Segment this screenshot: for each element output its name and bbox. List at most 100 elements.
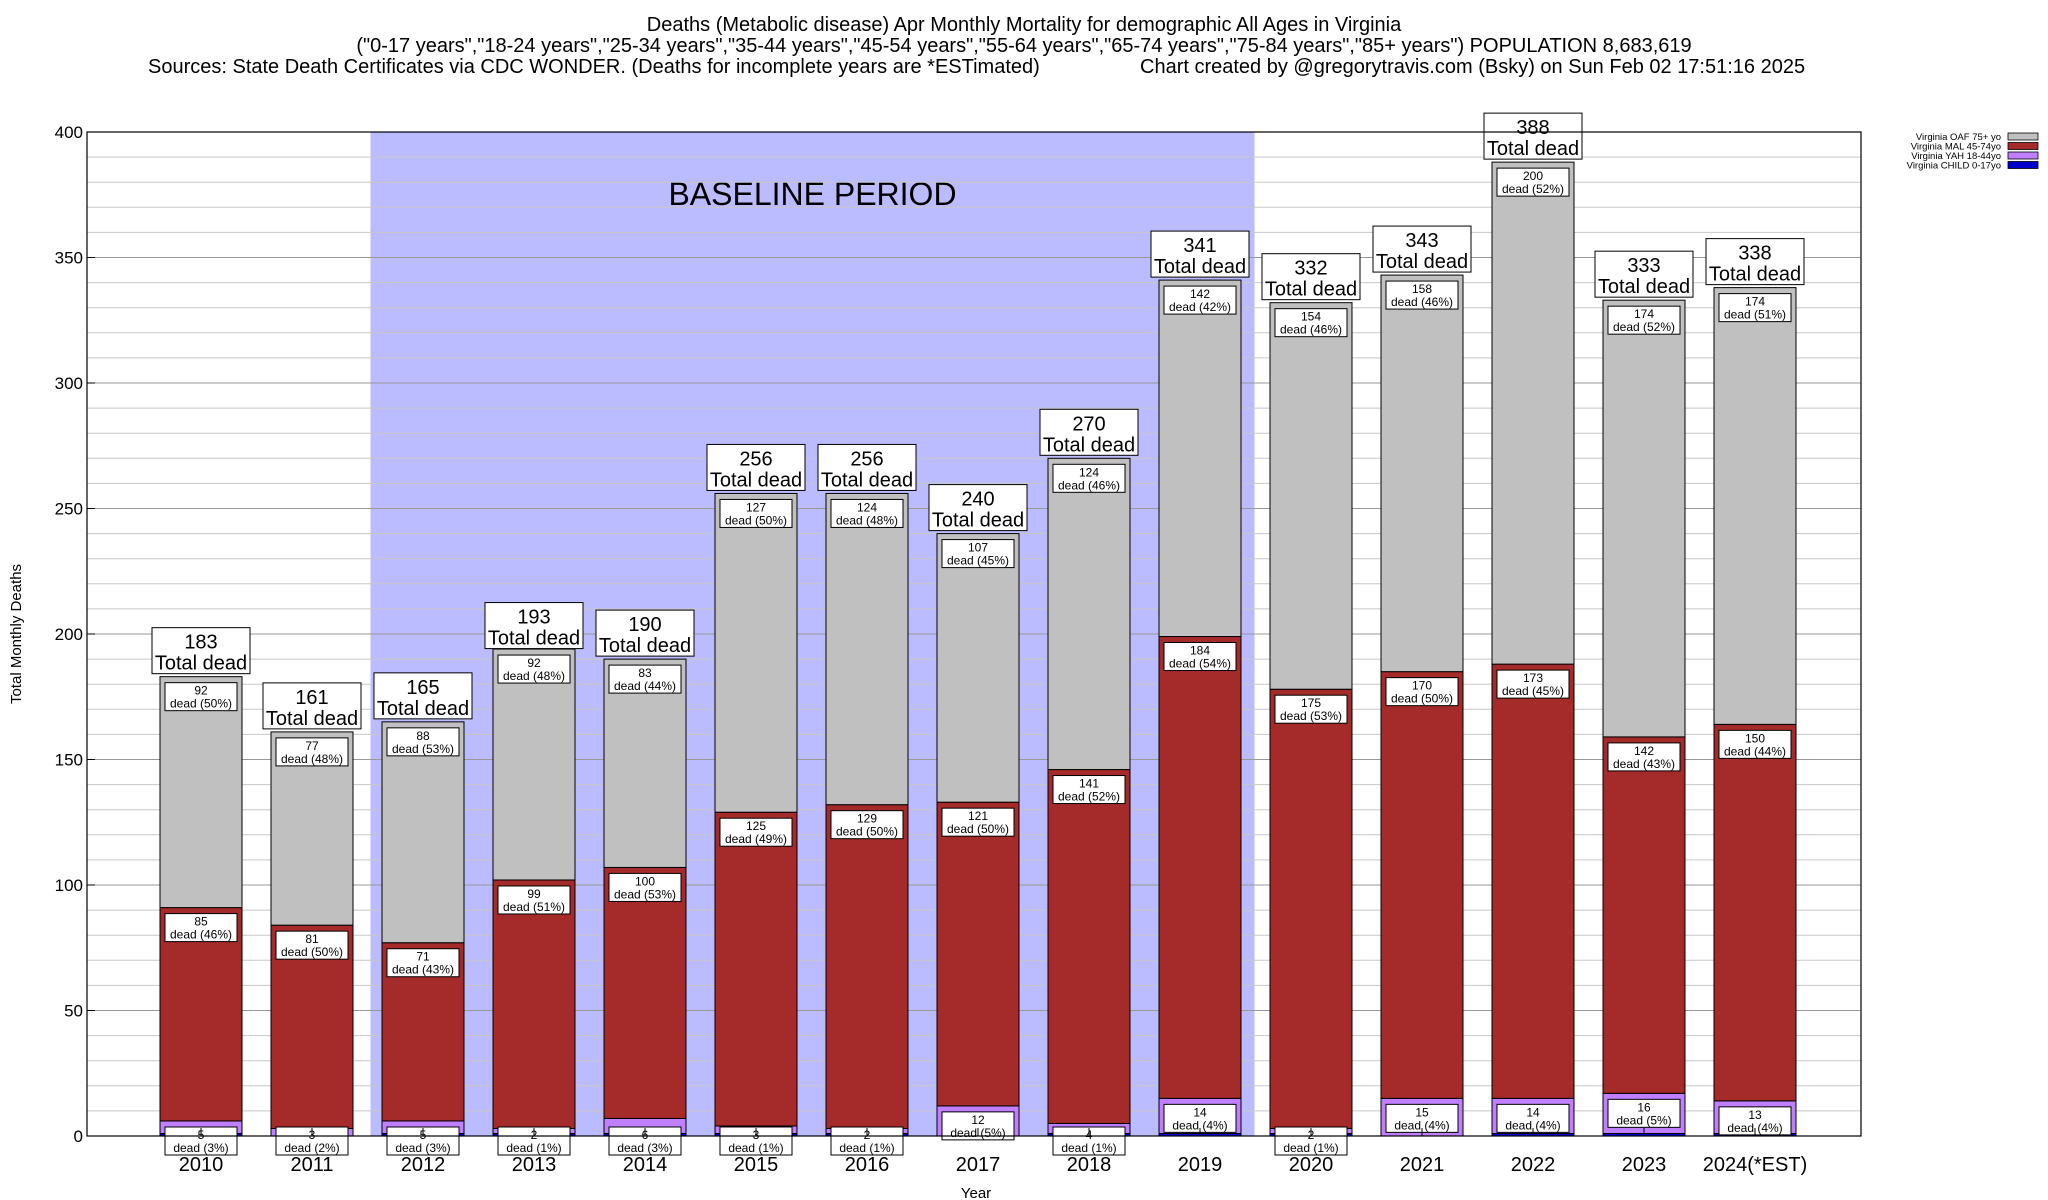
segment-label-pct: dead (45%) — [1502, 684, 1564, 698]
bars — [159, 161, 1797, 1137]
legend-swatch — [2007, 161, 2039, 169]
total-label-value: 165 — [406, 677, 439, 699]
segment-label-pct: dead (46%) — [1280, 323, 1342, 337]
y-tick-label: 350 — [55, 249, 83, 268]
total-label-box — [1261, 253, 1361, 301]
segment-label-value: 200 — [1523, 169, 1543, 183]
segment-label-value: 121 — [968, 809, 988, 823]
segment-label-pct: dead (5%) — [1616, 1113, 1671, 1127]
segment-label-value: 154 — [1301, 310, 1321, 324]
segment-label-value: 142 — [1634, 744, 1654, 758]
segment-label-pct: dead (48%) — [503, 669, 565, 683]
total-label-box — [1039, 408, 1139, 456]
total-label-text: Total dead — [1154, 256, 1246, 278]
segment-label-box — [1496, 1103, 1570, 1133]
bar-segment-oaf-2013 — [492, 648, 576, 881]
bar-segment-mal-2014 — [603, 866, 687, 1119]
x-tick-label: 2018 — [1067, 1154, 1112, 1176]
segment-label-value: 88 — [416, 729, 430, 743]
bar-segment-mal-2019 — [1158, 636, 1242, 1099]
segment-label-value: 83 — [638, 666, 652, 680]
legend-entry: Virginia YAH 18-44yo — [1911, 151, 2039, 162]
total-label-value: 341 — [1183, 235, 1216, 257]
segment-label-box — [386, 948, 460, 978]
total-label-text: Total dead — [710, 469, 802, 491]
bar-segment-oaf-2019 — [1158, 279, 1242, 638]
total-label-box — [262, 682, 362, 730]
segment-label-pct: dead (52%) — [1058, 790, 1120, 804]
total-label-text: Total dead — [1487, 138, 1579, 160]
total-label-text: Total dead — [1709, 264, 1801, 286]
bar-segment-mal-2016 — [825, 804, 909, 1129]
segment-label-pct: dead (51%) — [503, 900, 565, 914]
axes: 0 50 100 150 200 250 300 350 400 2010 2011 2012 2013… — [8, 123, 1862, 1200]
x-tick-label: 2022 — [1511, 1154, 1556, 1176]
segment-label-value: 99 — [527, 887, 541, 901]
bar-segment-oaf-2022 — [1491, 161, 1575, 665]
segment-label-value: 71 — [416, 950, 430, 964]
legend-swatch — [2007, 142, 2039, 150]
segment-label-pct: dead (44%) — [1724, 744, 1786, 758]
segment-label-box — [941, 807, 1015, 837]
total-label-value: 333 — [1627, 255, 1660, 277]
x-axis-label: Year — [961, 1185, 991, 1200]
segment-label-box — [1607, 1098, 1681, 1128]
segment-label-box — [275, 1126, 349, 1156]
total-label-value: 388 — [1516, 117, 1549, 139]
total-label-box — [817, 443, 917, 491]
legend-label: Virginia CHILD 0-17yo — [1907, 161, 2001, 172]
total-label-value: 270 — [1072, 413, 1105, 435]
segment-label-pct: dead (50%) — [1391, 692, 1453, 706]
total-label-box — [928, 484, 1028, 532]
total-label-text: Total dead — [377, 698, 469, 720]
segment-label-box — [941, 539, 1015, 569]
bar-segment-mal-2024(*EST) — [1713, 723, 1797, 1102]
segment-label-box — [608, 872, 682, 902]
segment-label-value: 14 — [1193, 1105, 1207, 1119]
segment-label-pct: dead (46%) — [170, 928, 232, 942]
segment-label-value: 127 — [746, 500, 766, 514]
segment-label-box — [1385, 677, 1459, 707]
segment-label-box — [386, 727, 460, 757]
segment-label-value: 14 — [1526, 1105, 1540, 1119]
x-tick-label: 2017 — [956, 1154, 1001, 1176]
bar-segment-oaf-2017 — [936, 533, 1020, 803]
segment-label-value: 92 — [194, 684, 208, 698]
segment-label-pct: dead (42%) — [1169, 300, 1231, 314]
total-label-box — [1483, 112, 1583, 160]
segment-label-pct: dead (1%) — [728, 1141, 783, 1155]
segment-label-box — [275, 737, 349, 767]
segment-label-pct: dead (48%) — [281, 752, 343, 766]
legend-entry: Virginia CHILD 0-17yo — [1907, 161, 2039, 172]
total-label-text: Total dead — [1598, 276, 1690, 298]
total-label-value: 161 — [295, 687, 328, 709]
y-tick-label: 250 — [55, 500, 83, 519]
total-label-box — [373, 672, 473, 720]
segment-label-box — [1607, 742, 1681, 772]
legend-label: Virginia OAF 75+ yo — [1916, 132, 2001, 143]
total-label-value: 256 — [739, 448, 772, 470]
segment-label-value: 12 — [971, 1113, 985, 1127]
legend-swatch — [2007, 132, 2039, 141]
bar-segment-mal-2018 — [1047, 769, 1131, 1124]
segment-label-box — [1385, 280, 1459, 310]
segment-label-pct: dead (46%) — [1058, 478, 1120, 492]
